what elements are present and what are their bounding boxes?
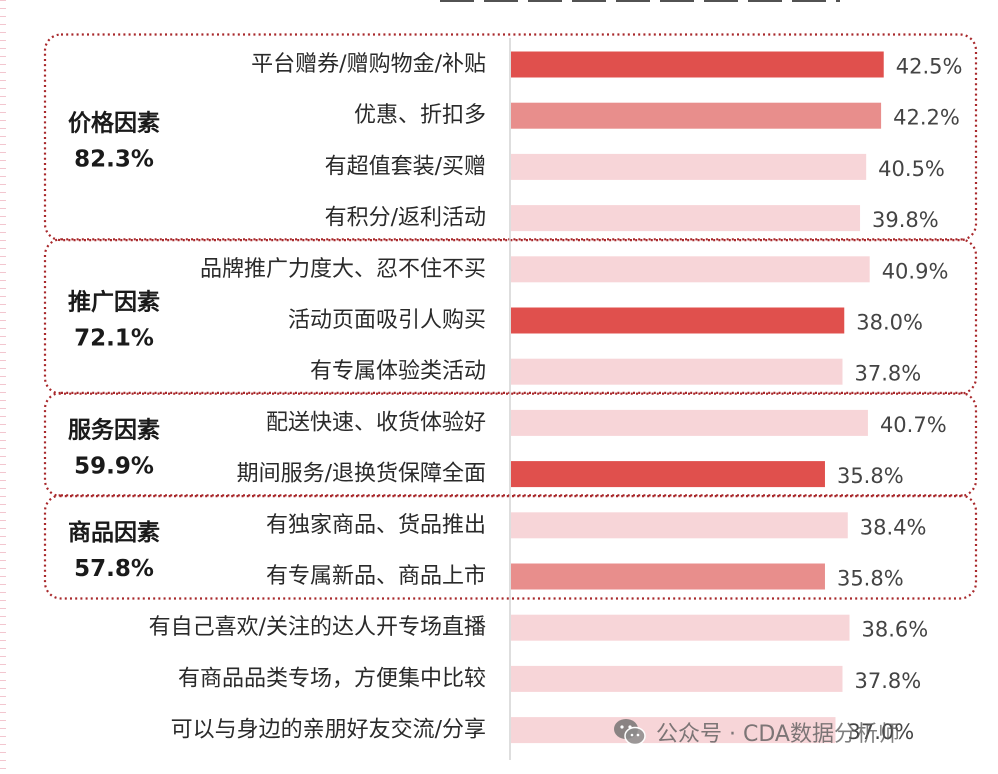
cropped-title (440, 0, 840, 6)
bar-7 (511, 358, 843, 385)
value-label: 40.9% (882, 259, 949, 283)
bar-5 (511, 256, 870, 283)
bar-4 (511, 205, 861, 232)
category-label: 有专属体验类活动 (310, 359, 486, 384)
page-edge-ruler (0, 0, 6, 774)
bar-13 (511, 665, 843, 692)
category-label: 有专属新品、商品上市 (266, 564, 486, 589)
bar-1 (511, 51, 884, 78)
category-label: 有自己喜欢/关注的达人开专场直播 (149, 615, 486, 640)
group-name: 价格因素 (68, 109, 160, 136)
value-label: 40.5% (878, 157, 945, 181)
value-label: 35.8% (837, 464, 904, 488)
bar-11 (511, 563, 825, 590)
watermark-text: 公众号 · CDA数据分析师 (656, 722, 900, 747)
value-label: 39.8% (872, 208, 939, 232)
group-name: 商品因素 (68, 519, 160, 546)
category-label: 活动页面吸引人购买 (288, 308, 486, 333)
category-label: 期间服务/退换货保障全面 (237, 462, 486, 487)
bar-6 (511, 307, 845, 334)
bar-8 (511, 409, 868, 436)
watermark: 公众号 · CDA数据分析师 (612, 714, 900, 750)
value-label: 37.0% (847, 720, 914, 744)
value-label: 37.8% (855, 669, 922, 693)
group-name: 推广因素 (68, 289, 160, 316)
wechat-icon (614, 719, 646, 746)
category-label: 有超值套装/买赠 (325, 154, 486, 179)
bar-12 (511, 614, 850, 641)
group-total: 57.8% (74, 556, 154, 582)
group-total: 82.3% (74, 146, 154, 172)
value-label: 37.8% (855, 362, 922, 386)
value-label: 42.2% (893, 106, 960, 130)
value-label: 38.6% (862, 618, 929, 642)
bar-14 (511, 717, 836, 744)
bar-10 (511, 512, 848, 539)
value-label: 35.8% (837, 567, 904, 591)
category-label: 有独家商品、货品推出 (266, 513, 486, 538)
value-label: 42.5% (896, 55, 963, 79)
category-label: 有积分/返利活动 (325, 206, 486, 231)
group-total: 72.1% (74, 326, 154, 352)
bar-3 (511, 153, 867, 180)
value-label: 38.0% (856, 311, 923, 335)
category-label: 配送快速、收货体验好 (266, 410, 486, 435)
category-label: 可以与身边的亲朋好友交流/分享 (171, 718, 486, 743)
category-label: 有商品品类专场，方便集中比较 (178, 666, 486, 691)
group-name: 服务因素 (68, 417, 160, 444)
category-label: 平台赠券/赠购物金/补贴 (251, 52, 486, 77)
value-label: 38.4% (860, 515, 927, 539)
bar-9 (511, 461, 825, 488)
category-label: 品牌推广力度大、忍不住不买 (200, 257, 486, 282)
category-label: 优惠、折扣多 (354, 103, 486, 128)
value-label: 40.7% (880, 413, 947, 437)
bar-2 (511, 102, 882, 129)
group-total: 59.9% (74, 454, 154, 480)
